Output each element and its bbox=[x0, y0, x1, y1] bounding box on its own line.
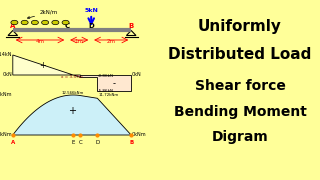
Text: 12.566kNm: 12.566kNm bbox=[62, 91, 84, 95]
Text: E: E bbox=[71, 140, 75, 145]
Polygon shape bbox=[13, 55, 73, 75]
Text: 12.75kNm: 12.75kNm bbox=[0, 93, 12, 98]
Text: +: + bbox=[68, 106, 76, 116]
Circle shape bbox=[11, 20, 18, 25]
Text: 0kNm: 0kNm bbox=[0, 132, 12, 138]
Text: -: - bbox=[113, 79, 116, 88]
Text: 7.14kN: 7.14kN bbox=[0, 53, 12, 57]
Text: Distributed Load: Distributed Load bbox=[168, 46, 312, 62]
Text: A: A bbox=[10, 23, 15, 29]
Text: A: A bbox=[11, 140, 15, 145]
Circle shape bbox=[62, 20, 69, 25]
Text: 0kN: 0kN bbox=[132, 73, 142, 78]
Text: D: D bbox=[95, 140, 100, 145]
Text: +: + bbox=[40, 60, 46, 69]
Text: Uniformly: Uniformly bbox=[198, 19, 282, 35]
Polygon shape bbox=[80, 75, 131, 91]
Text: 2m: 2m bbox=[107, 39, 116, 44]
Text: -0.86kN: -0.86kN bbox=[98, 74, 114, 78]
Circle shape bbox=[31, 20, 38, 25]
Text: 11.72kNm: 11.72kNm bbox=[98, 93, 118, 97]
Text: B: B bbox=[129, 23, 134, 29]
Polygon shape bbox=[13, 95, 131, 135]
Text: 4m: 4m bbox=[36, 39, 44, 44]
Text: 0kNm: 0kNm bbox=[132, 132, 147, 138]
Polygon shape bbox=[73, 75, 80, 77]
Text: Bending Moment: Bending Moment bbox=[173, 105, 307, 119]
Text: 0kN: 0kN bbox=[2, 73, 12, 78]
Text: x = 3.57m: x = 3.57m bbox=[61, 75, 83, 80]
Text: 2kN/m: 2kN/m bbox=[28, 10, 58, 19]
Circle shape bbox=[42, 20, 49, 25]
Text: Shear force: Shear force bbox=[195, 79, 285, 93]
Text: B: B bbox=[129, 140, 133, 145]
Text: C: C bbox=[79, 140, 82, 145]
Text: C: C bbox=[65, 23, 70, 29]
Text: 5kN: 5kN bbox=[84, 8, 98, 12]
Text: 1m: 1m bbox=[75, 39, 84, 44]
Text: -5.86kN: -5.86kN bbox=[98, 89, 114, 93]
Circle shape bbox=[52, 20, 59, 25]
Text: D: D bbox=[88, 23, 94, 29]
Text: Digram: Digram bbox=[212, 130, 268, 144]
Circle shape bbox=[21, 20, 28, 25]
